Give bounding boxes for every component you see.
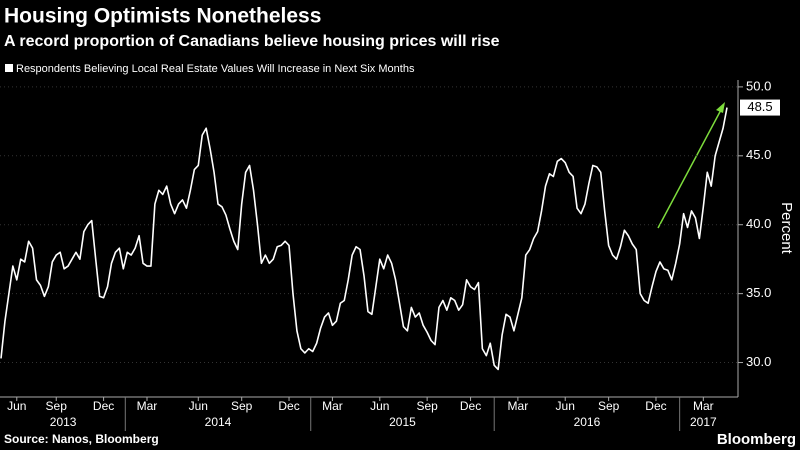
y-tick-label: 40.0 xyxy=(746,216,771,231)
y-tick-label: 50.0 xyxy=(746,78,771,93)
y-tick-label: 30.0 xyxy=(746,354,771,369)
last-value-label: 48.5 xyxy=(747,99,772,114)
x-tick-label: Mar xyxy=(322,399,343,413)
source: Source: Nanos, Bloomberg xyxy=(4,432,159,446)
x-tick-label: Dec xyxy=(460,399,481,413)
brand: Bloomberg xyxy=(717,431,796,448)
chart-title: Housing Optimists Nonetheless xyxy=(4,5,321,28)
x-tick-label: Jun xyxy=(370,399,389,413)
x-group-label: 2015 xyxy=(389,415,416,429)
x-tick-label: Mar xyxy=(693,399,714,413)
x-tick-label: Sep xyxy=(598,399,620,413)
legend-swatch xyxy=(5,64,13,72)
x-tick-label: Jun xyxy=(556,399,575,413)
x-tick-label: Dec xyxy=(278,399,299,413)
last-value-box xyxy=(740,99,780,116)
x-tick-label: Sep xyxy=(231,399,253,413)
y-tick-label: 35.0 xyxy=(746,285,771,300)
y-axis-label: Percent xyxy=(778,202,795,255)
x-tick-label: Jun xyxy=(7,399,26,413)
x-tick-label: Jun xyxy=(189,399,208,413)
x-group-label: 2017 xyxy=(690,415,717,429)
x-tick-label: Dec xyxy=(645,399,666,413)
data-line xyxy=(0,107,728,371)
trend-arrow-head xyxy=(716,102,725,113)
chart-subtitle: A record proportion of Canadians believe… xyxy=(4,33,500,50)
x-group-label: 2014 xyxy=(205,415,232,429)
legend-label: Respondents Believing Local Real Estate … xyxy=(16,63,415,75)
x-tick-label: Sep xyxy=(46,399,68,413)
trend-arrow xyxy=(657,107,723,229)
y-tick-label: 45.0 xyxy=(746,147,771,162)
x-tick-label: Mar xyxy=(508,399,529,413)
x-group-label: 2016 xyxy=(574,415,601,429)
x-tick-label: Dec xyxy=(93,399,114,413)
x-tick-label: Sep xyxy=(416,399,438,413)
x-tick-label: Mar xyxy=(137,399,158,413)
x-group-label: 2013 xyxy=(50,415,77,429)
